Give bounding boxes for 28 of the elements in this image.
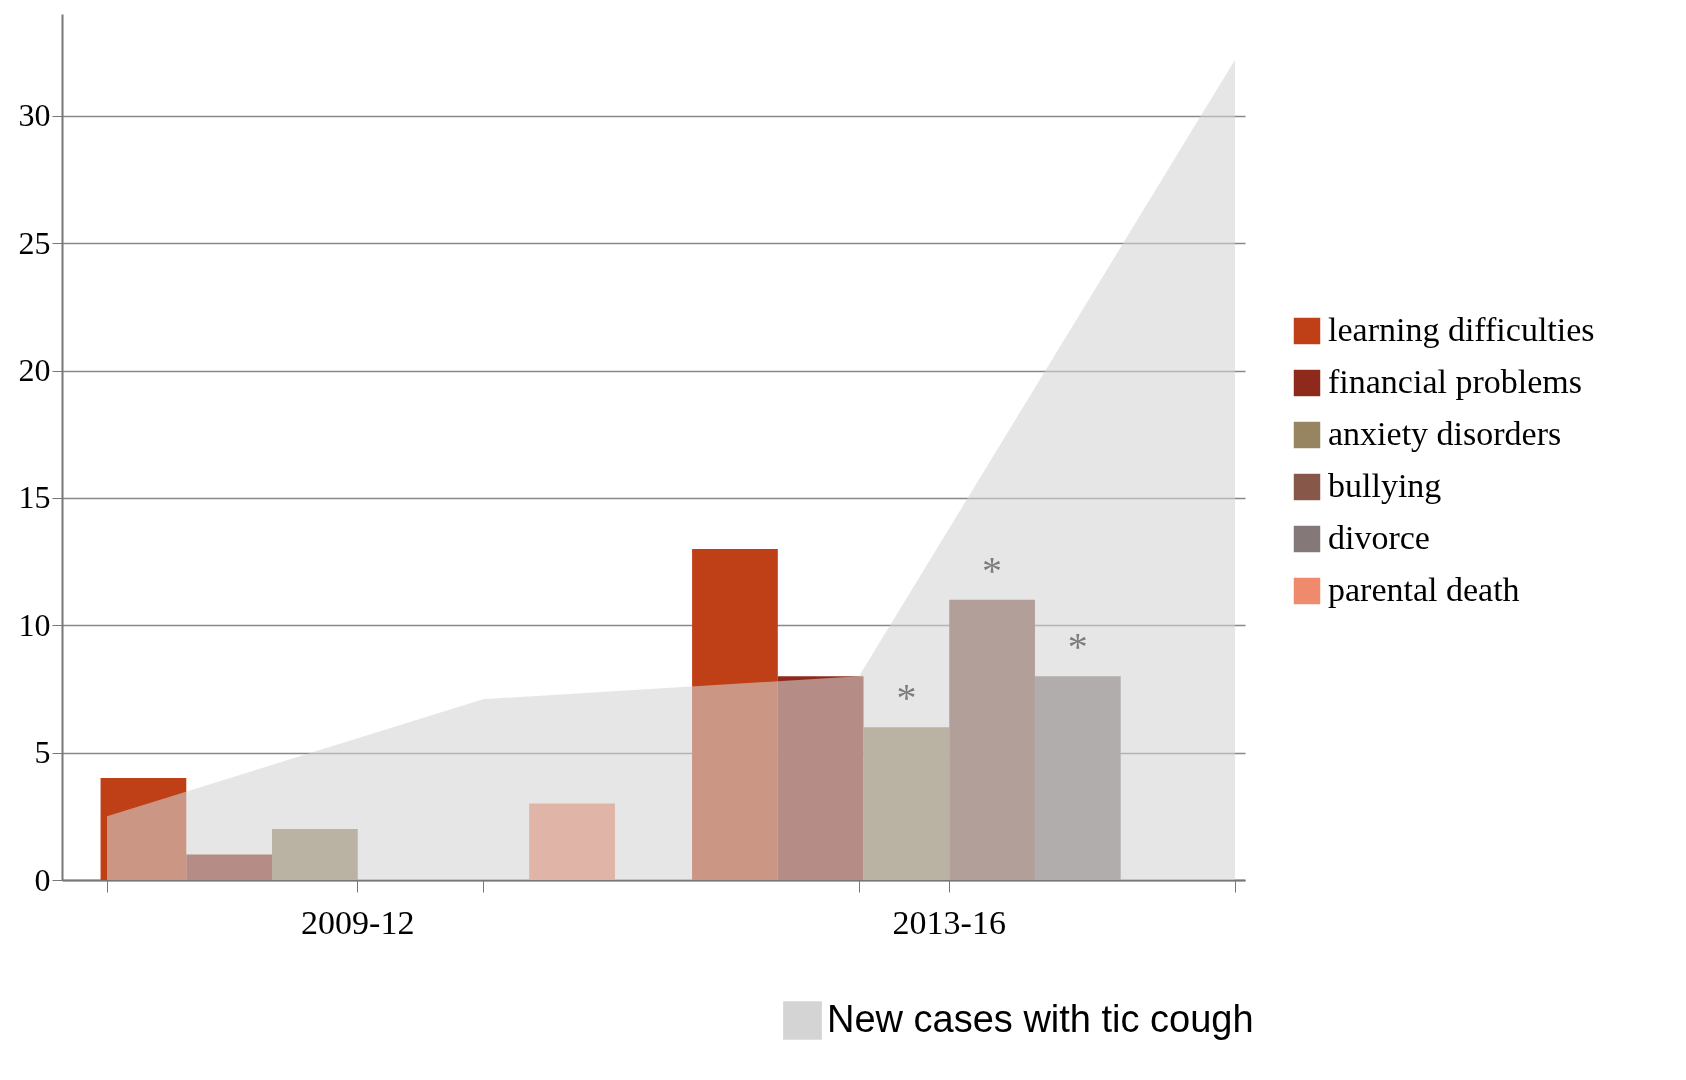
y-tick-label: 25 (18, 224, 51, 261)
bar (186, 854, 273, 880)
bar (777, 676, 864, 880)
y-tick-label: 0 (34, 861, 51, 898)
legend-label: New cases with tic cough (827, 997, 1254, 1040)
legend-label: parental death (1328, 571, 1520, 608)
bar (100, 778, 187, 880)
y-tick-label: 5 (34, 734, 51, 771)
x-tick-label: 2013-16 (892, 903, 1006, 941)
legend-label: learning difficulties (1328, 311, 1595, 348)
data-label: * (896, 675, 917, 721)
bar (272, 829, 358, 880)
legend-label: financial problems (1328, 363, 1582, 400)
y-tick-label: 10 (18, 606, 51, 643)
y-tick-label: 20 (18, 352, 51, 389)
data-label: * (982, 547, 1003, 593)
y-tick-label: 15 (18, 479, 51, 516)
bar (949, 599, 1035, 880)
data-label: * (1067, 624, 1088, 670)
legend-label: anxiety disorders (1328, 415, 1562, 452)
bar (863, 727, 950, 880)
x-tick-label: 2009-12 (301, 903, 415, 941)
legend-label: divorce (1328, 519, 1430, 556)
bar (692, 548, 778, 880)
legend-label: bullying (1328, 467, 1442, 504)
bar (1034, 676, 1121, 880)
y-tick-label: 30 (18, 97, 51, 134)
bar (529, 803, 615, 880)
